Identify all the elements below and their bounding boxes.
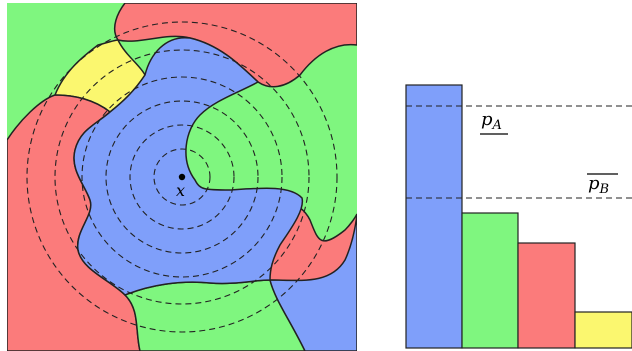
circle-ring xyxy=(129,124,235,230)
center-point xyxy=(178,173,186,181)
region-blue-corner xyxy=(269,214,357,351)
label-p-a-sub: A xyxy=(492,118,502,133)
center-label: x xyxy=(176,181,185,200)
region-map xyxy=(7,3,357,351)
label-p-a: pA xyxy=(480,109,508,135)
circle-ring xyxy=(105,100,259,254)
bar-red xyxy=(517,242,576,349)
region-blue-center xyxy=(73,37,304,296)
label-p-b-sub: B xyxy=(599,182,610,197)
bar-blue xyxy=(405,84,463,349)
label-p-b-main: p xyxy=(588,173,600,194)
circle-ring xyxy=(54,49,310,305)
bar-green xyxy=(461,212,519,349)
circle-ring xyxy=(153,148,211,206)
concentric-circles xyxy=(26,21,338,333)
circle-ring xyxy=(26,21,338,333)
svg-text:pA: pA xyxy=(481,109,502,133)
bar-chart: pA pB xyxy=(405,84,632,349)
svg-text:pB: pB xyxy=(588,173,609,197)
label-p-a-main: p xyxy=(481,109,493,130)
label-p-b: pB xyxy=(587,173,618,197)
circle-ring xyxy=(81,76,283,278)
bar-yellow xyxy=(574,311,632,349)
